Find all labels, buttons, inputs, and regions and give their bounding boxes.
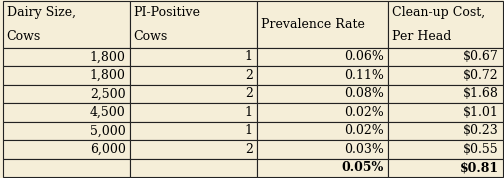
Bar — [3, 48, 130, 66]
Bar — [388, 1, 503, 48]
Text: $1.68: $1.68 — [463, 87, 499, 100]
Text: Cows: Cows — [134, 30, 168, 43]
Bar — [257, 140, 388, 159]
Bar — [130, 159, 257, 177]
Bar — [388, 140, 503, 159]
Text: 0.02%: 0.02% — [344, 106, 384, 119]
Bar — [388, 48, 503, 66]
Bar — [3, 140, 130, 159]
Text: 2: 2 — [245, 69, 253, 82]
Text: 1: 1 — [245, 106, 253, 119]
Bar — [257, 122, 388, 140]
Text: $0.72: $0.72 — [463, 69, 499, 82]
Text: 1,800: 1,800 — [90, 69, 125, 82]
Text: 1: 1 — [245, 50, 253, 63]
Bar — [257, 66, 388, 85]
Text: 1: 1 — [245, 124, 253, 137]
Text: 4,500: 4,500 — [90, 106, 125, 119]
Text: Clean-up Cost,: Clean-up Cost, — [392, 6, 485, 19]
Text: 6,000: 6,000 — [90, 143, 125, 156]
Text: 2: 2 — [245, 143, 253, 156]
Text: 1,800: 1,800 — [90, 50, 125, 63]
Text: 2: 2 — [245, 87, 253, 100]
Text: 0.11%: 0.11% — [344, 69, 384, 82]
Bar — [130, 66, 257, 85]
Bar — [388, 159, 503, 177]
Text: 2,500: 2,500 — [90, 87, 125, 100]
Bar — [388, 85, 503, 103]
Bar — [257, 1, 388, 48]
Bar — [388, 66, 503, 85]
Text: 0.05%: 0.05% — [342, 161, 384, 174]
Bar — [257, 48, 388, 66]
Bar — [3, 85, 130, 103]
Bar — [130, 103, 257, 122]
Text: Prevalence Rate: Prevalence Rate — [261, 18, 365, 31]
Bar — [388, 122, 503, 140]
Text: 0.02%: 0.02% — [344, 124, 384, 137]
Bar — [3, 122, 130, 140]
Text: Dairy Size,: Dairy Size, — [7, 6, 76, 19]
Bar — [130, 122, 257, 140]
Text: $0.23: $0.23 — [463, 124, 499, 137]
Text: $0.55: $0.55 — [463, 143, 499, 156]
Bar — [130, 48, 257, 66]
Bar — [3, 1, 130, 48]
Text: Cows: Cows — [7, 30, 41, 43]
Bar — [3, 103, 130, 122]
Bar — [130, 85, 257, 103]
Bar — [130, 1, 257, 48]
Text: Per Head: Per Head — [392, 30, 451, 43]
Text: 0.06%: 0.06% — [344, 50, 384, 63]
Bar — [388, 103, 503, 122]
Bar — [3, 66, 130, 85]
Bar — [130, 140, 257, 159]
Bar — [257, 85, 388, 103]
Text: 5,000: 5,000 — [90, 124, 125, 137]
Bar — [257, 103, 388, 122]
Bar — [257, 159, 388, 177]
Text: 0.08%: 0.08% — [344, 87, 384, 100]
Text: 0.03%: 0.03% — [344, 143, 384, 156]
Bar — [3, 159, 130, 177]
Text: $0.67: $0.67 — [463, 50, 499, 63]
Text: PI-Positive: PI-Positive — [134, 6, 201, 19]
Text: $1.01: $1.01 — [463, 106, 499, 119]
Text: $0.81: $0.81 — [460, 161, 499, 174]
